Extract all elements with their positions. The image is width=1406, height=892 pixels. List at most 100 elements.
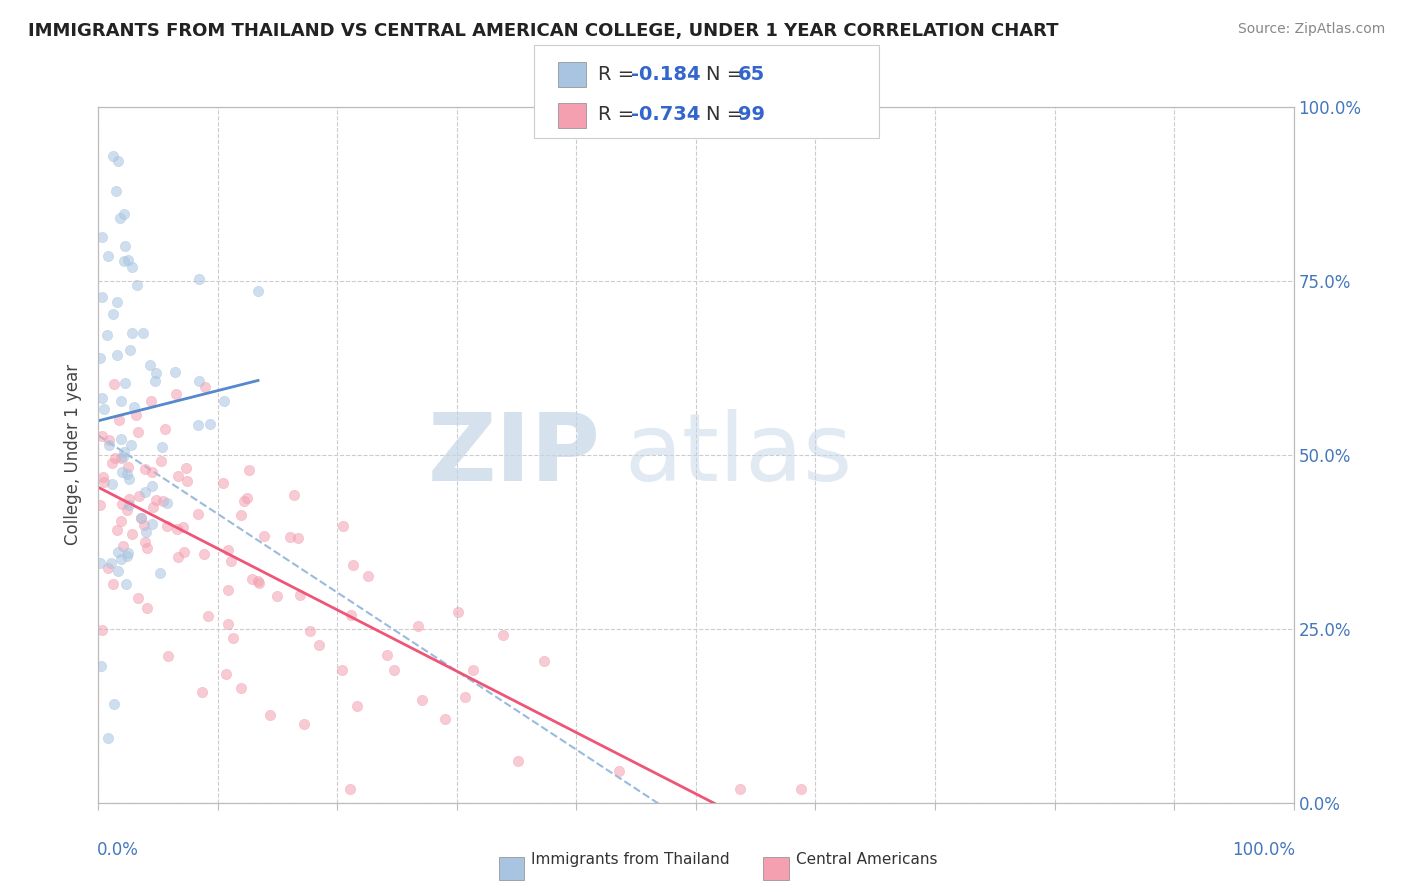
Point: [375, 648, 398, 662]
Point: [186, 417, 208, 432]
Point: [232, 493, 254, 508]
Point: [93, 475, 115, 489]
Point: [90, 659, 112, 673]
Point: [107, 564, 129, 578]
Point: [141, 465, 163, 479]
Point: [110, 515, 132, 529]
Point: [411, 692, 433, 706]
Point: [103, 377, 125, 392]
Point: [187, 507, 209, 521]
Point: [136, 541, 159, 556]
Point: [236, 491, 259, 505]
Point: [433, 712, 456, 726]
Point: [121, 527, 143, 541]
Text: 65: 65: [738, 65, 765, 84]
Point: [190, 685, 212, 699]
Point: [103, 697, 125, 711]
Point: [247, 284, 270, 298]
Point: [166, 522, 188, 536]
Point: [117, 546, 139, 560]
Text: R =: R =: [598, 65, 640, 84]
Point: [283, 488, 305, 502]
Point: [91, 290, 114, 304]
Point: [89, 557, 111, 571]
Point: [125, 408, 148, 422]
Point: [105, 523, 128, 537]
Text: Central Americans: Central Americans: [796, 853, 938, 867]
Point: [330, 663, 353, 677]
Point: [90, 623, 112, 637]
Point: [163, 365, 186, 379]
Point: [107, 295, 129, 310]
Point: [150, 440, 173, 454]
Point: [132, 326, 155, 341]
Point: [229, 508, 252, 522]
Point: [288, 588, 311, 602]
Text: 0.0%: 0.0%: [97, 841, 139, 859]
Point: [118, 498, 141, 512]
Point: [406, 619, 429, 633]
Point: [98, 433, 121, 447]
Point: [112, 445, 135, 459]
Point: [112, 254, 135, 268]
Point: [132, 518, 155, 533]
Point: [149, 566, 172, 580]
Text: R =: R =: [598, 105, 640, 124]
Point: [447, 605, 470, 619]
Point: [287, 531, 309, 545]
Point: [97, 731, 120, 745]
Point: [97, 249, 120, 263]
Point: [212, 394, 235, 409]
Point: [607, 764, 630, 778]
Point: [115, 503, 138, 517]
Point: [454, 690, 477, 705]
Point: [259, 708, 281, 723]
Point: [790, 781, 813, 796]
Point: [219, 554, 242, 568]
Point: [101, 456, 124, 470]
Point: [114, 577, 136, 591]
Point: [165, 387, 187, 401]
Point: [461, 663, 484, 677]
Point: [278, 530, 301, 544]
Point: [117, 253, 139, 268]
Point: [105, 348, 128, 362]
Point: [122, 400, 145, 414]
Point: [111, 497, 134, 511]
Text: N =: N =: [706, 65, 749, 84]
Point: [131, 511, 153, 525]
Point: [240, 572, 263, 586]
Point: [150, 453, 173, 467]
Point: [108, 211, 131, 226]
Point: [107, 545, 129, 559]
Point: [110, 451, 132, 466]
Text: IMMIGRANTS FROM THAILAND VS CENTRAL AMERICAN COLLEGE, UNDER 1 YEAR CORRELATION C: IMMIGRANTS FROM THAILAND VS CENTRAL AMER…: [28, 22, 1059, 40]
Point: [110, 432, 132, 446]
Point: [212, 475, 235, 490]
Point: [194, 380, 217, 394]
Point: [111, 450, 134, 464]
Point: [172, 519, 194, 533]
Point: [108, 413, 131, 427]
Point: [107, 153, 129, 168]
Point: [117, 549, 139, 564]
Point: [215, 667, 238, 681]
Point: [134, 535, 156, 549]
Point: [104, 450, 127, 465]
Point: [120, 438, 142, 452]
Point: [110, 394, 132, 409]
Text: 100.0%: 100.0%: [1232, 841, 1295, 859]
Point: [188, 375, 211, 389]
Point: [112, 207, 135, 221]
Point: [533, 654, 555, 668]
Point: [121, 260, 143, 274]
Point: [247, 574, 270, 589]
Point: [308, 638, 330, 652]
Point: [266, 590, 288, 604]
Point: [135, 524, 157, 539]
Point: [247, 576, 270, 591]
Text: ZIP: ZIP: [427, 409, 600, 501]
Point: [141, 517, 163, 532]
Point: [382, 663, 405, 677]
Point: [114, 376, 136, 390]
